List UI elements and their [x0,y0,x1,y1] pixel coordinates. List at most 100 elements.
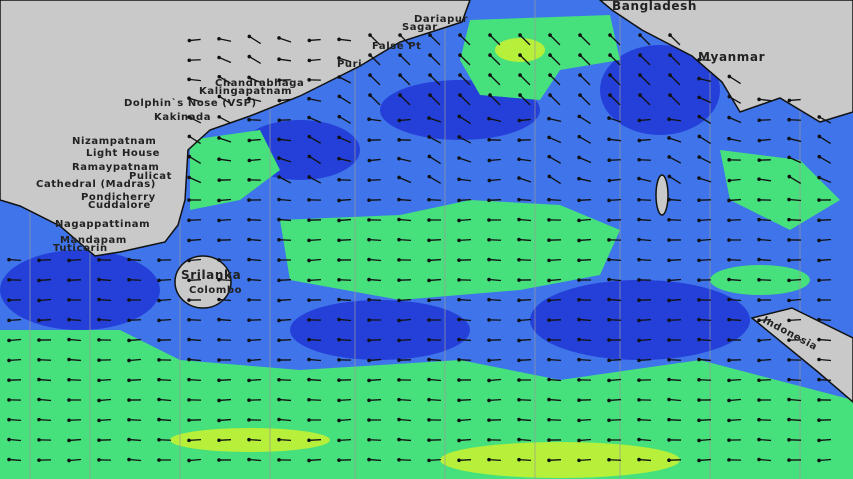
wave-arrow [158,379,172,381]
wave-arrow-head [607,178,612,183]
wave-arrow [68,438,82,442]
wave-arrow-head [367,418,371,422]
wave-arrow [728,319,742,321]
wave-arrow-head [547,338,551,342]
wave-arrow-head [127,338,131,343]
wave-arrow-head [637,378,641,382]
wave-arrow-head [608,53,612,57]
wave-arrow [278,198,292,202]
wave-arrow-head [667,238,671,242]
wave-arrow-head [157,417,161,422]
wave-arrow-head [247,298,251,302]
wave-arrow [8,338,22,342]
wave-arrow [638,458,652,462]
wave-arrow [218,56,232,64]
wave-arrow [489,178,501,182]
wave-arrow-head [307,198,311,202]
wave-arrow-head [368,73,372,77]
wave-arrow-head [638,33,642,37]
wave-arrow-head [547,116,551,121]
wave-arrow-head [187,58,192,63]
wave-arrow-head [217,378,221,383]
wave-arrow [368,118,382,122]
wave-arrow [38,278,52,282]
wave-arrow [728,198,742,202]
wave-arrow-head [787,377,791,382]
wave-arrow [548,199,562,201]
wave-arrow [458,298,472,302]
wave-arrow [188,358,202,362]
wave-arrow-head [518,33,522,37]
wave-arrow-head [428,73,432,77]
wave-arrow-head [397,417,401,422]
wave-arrow-head [217,358,221,362]
wave-arrow-head [217,458,221,462]
wave-arrow-head [367,198,371,202]
wave-arrow-head [727,398,731,403]
wave-arrow-head [817,438,821,443]
wave-arrow [519,94,531,106]
wave-arrow [458,238,472,242]
wave-arrow [368,399,382,401]
wave-arrow-head [427,154,432,159]
wave-arrow [698,338,712,342]
wave-arrow-head [307,258,311,263]
wave-arrow [128,458,142,462]
wave-arrow-head [127,417,131,422]
wave-arrow-head [337,56,341,60]
wave-arrow-head [727,458,731,462]
wave-arrow [458,136,472,144]
wave-arrow-head [7,298,11,302]
wave-arrow [638,218,652,222]
wave-arrow [698,116,712,124]
wave-arrow [459,74,471,86]
wave-arrow-head [307,134,312,139]
wave-arrow-head [667,357,671,362]
wave-arrow-head [697,418,701,423]
wave-arrow-head [757,257,761,262]
wave-arrow-head [607,398,611,403]
wave-arrow-head [277,437,281,442]
wave-arrow-head [727,94,732,99]
wave-arrow [399,34,411,46]
wave-arrow-head [127,298,131,302]
wave-arrow [128,258,142,262]
wave-arrow-head [427,218,431,222]
wave-arrow [728,259,742,261]
wave-arrow [249,138,261,142]
wave-arrow [639,118,651,122]
wave-arrow-head [487,297,491,302]
wave-arrow [758,238,772,242]
wave-arrow [818,116,832,124]
wave-arrow-head [607,358,611,363]
wave-arrow-head [668,73,672,77]
wave-arrow-head [577,218,581,223]
wave-arrow-head [427,418,431,422]
wave-arrow-head [7,437,11,442]
wave-arrow-head [757,217,761,222]
wave-arrow [338,76,352,84]
wave-arrow-head [577,258,581,263]
wave-arrow-head [37,377,41,382]
wave-arrow-head [157,258,161,262]
wave-arrow [188,97,202,103]
wave-arrow [428,299,442,301]
wave-arrow [188,238,202,242]
wave-arrow [458,318,472,322]
wave-arrow-head [307,438,311,443]
wave-arrow-head [337,358,341,362]
wave-arrow-head [367,457,371,462]
wave-arrow-head [217,317,221,322]
wave-arrow-head [247,34,252,39]
wave-arrow-head [277,156,281,160]
label-nizampatnam: Nizampatnam [72,136,156,147]
wave-arrow-head [547,357,551,362]
wave-arrow-head [757,158,762,162]
wave-arrow-head [547,458,551,463]
wave-arrow-head [487,178,492,183]
wave-arrow-head [757,177,761,181]
wave-arrow [278,438,292,442]
wave-arrow-head [397,378,401,382]
wave-arrow-head [578,53,582,57]
wave-arrow [668,278,682,282]
